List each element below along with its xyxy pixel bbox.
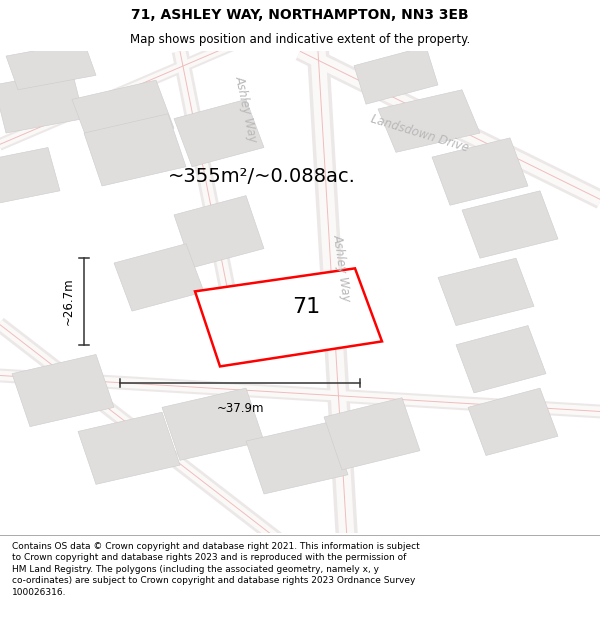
- Text: 71, ASHLEY WAY, NORTHAMPTON, NN3 3EB: 71, ASHLEY WAY, NORTHAMPTON, NN3 3EB: [131, 8, 469, 22]
- Text: Ashley Way: Ashley Way: [233, 74, 259, 144]
- Polygon shape: [354, 46, 438, 104]
- Polygon shape: [72, 80, 174, 148]
- Polygon shape: [195, 268, 382, 366]
- Polygon shape: [0, 71, 84, 133]
- Polygon shape: [174, 99, 264, 167]
- Text: Contains OS data © Crown copyright and database right 2021. This information is : Contains OS data © Crown copyright and d…: [12, 542, 420, 596]
- Text: ~37.9m: ~37.9m: [216, 402, 264, 414]
- Polygon shape: [6, 42, 96, 90]
- Text: 71: 71: [292, 298, 320, 318]
- Polygon shape: [0, 148, 60, 205]
- Polygon shape: [246, 422, 348, 494]
- Polygon shape: [438, 258, 534, 326]
- Text: Ashley Way: Ashley Way: [331, 233, 353, 302]
- Polygon shape: [378, 90, 480, 152]
- Polygon shape: [462, 191, 558, 258]
- Polygon shape: [78, 412, 180, 484]
- Polygon shape: [114, 244, 204, 311]
- Text: Map shows position and indicative extent of the property.: Map shows position and indicative extent…: [130, 34, 470, 46]
- Text: ~26.7m: ~26.7m: [62, 278, 75, 325]
- Polygon shape: [12, 354, 114, 427]
- Polygon shape: [456, 326, 546, 393]
- Polygon shape: [468, 388, 558, 456]
- Polygon shape: [324, 398, 420, 470]
- Polygon shape: [432, 138, 528, 205]
- Text: ~355m²/~0.088ac.: ~355m²/~0.088ac.: [168, 167, 356, 186]
- Polygon shape: [162, 388, 264, 460]
- Polygon shape: [84, 114, 186, 186]
- Polygon shape: [174, 196, 264, 268]
- Text: Landsdown Drive: Landsdown Drive: [370, 112, 470, 154]
